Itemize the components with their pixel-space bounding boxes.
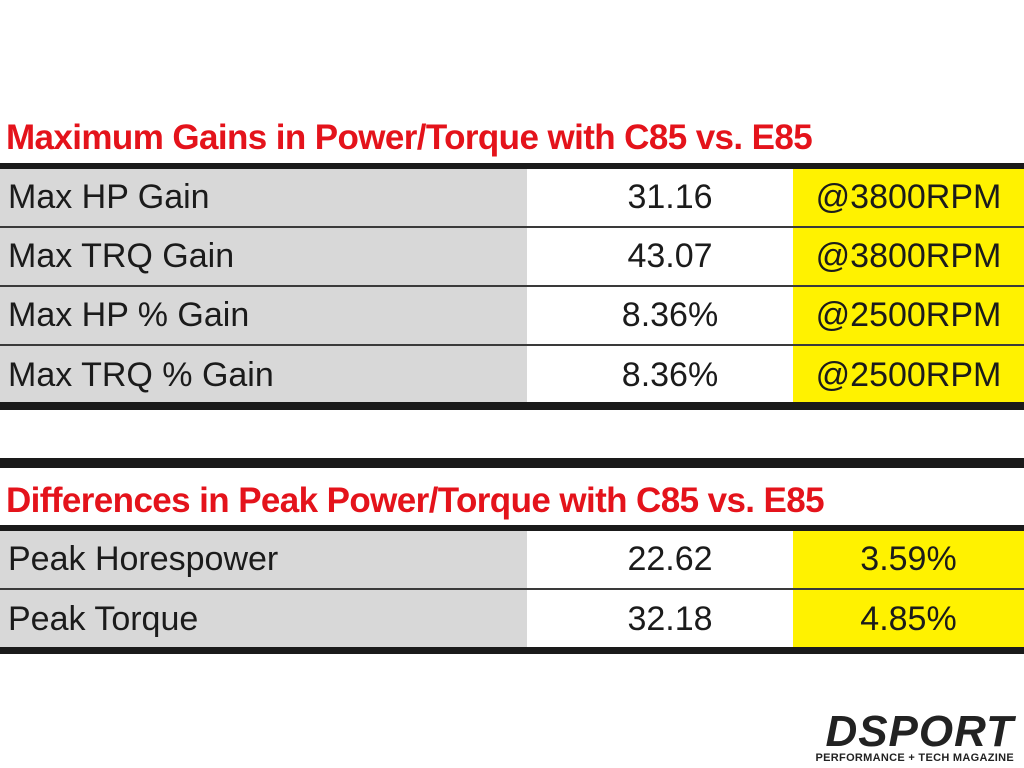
table-bottom-rule [0, 402, 1024, 410]
table-row: Peak Torque 32.18 4.85% [0, 590, 1024, 649]
table-top-rule [0, 163, 1024, 169]
table-title-rule [0, 525, 1024, 531]
table-bottom-rule [0, 647, 1024, 654]
dsport-logo: DSPORT PERFORMANCE + TECH MAGAZINE [815, 707, 1014, 765]
row-label: Peak Horespower [0, 531, 527, 588]
row-label: Max TRQ Gain [0, 228, 527, 285]
row-value: 32.18 [527, 590, 793, 649]
logo-tagline: PERFORMANCE + TECH MAGAZINE [815, 752, 1014, 764]
table-row: Max TRQ % Gain 8.36% @2500RPM [0, 346, 1024, 405]
row-label: Peak Torque [0, 590, 527, 649]
peak-differences-title: Differences in Peak Power/Torque with C8… [6, 481, 825, 520]
row-value: 43.07 [527, 228, 793, 285]
row-percent: 4.85% [793, 590, 1024, 649]
row-label: Max HP Gain [0, 169, 527, 226]
table-row: Max HP Gain 31.16 @3800RPM [0, 169, 1024, 228]
row-label: Max HP % Gain [0, 287, 527, 344]
table-row: Peak Horespower 22.62 3.59% [0, 531, 1024, 590]
row-label: Max TRQ % Gain [0, 346, 527, 405]
max-gains-title: Maximum Gains in Power/Torque with C85 v… [6, 118, 813, 157]
row-value: 31.16 [527, 169, 793, 226]
row-value: 8.36% [527, 287, 793, 344]
row-value: 22.62 [527, 531, 793, 588]
row-rpm: @3800RPM [793, 228, 1024, 285]
table-top-bar [0, 458, 1024, 468]
row-rpm: @3800RPM [793, 169, 1024, 226]
table-row: Max HP % Gain 8.36% @2500RPM [0, 287, 1024, 346]
table-row: Max TRQ Gain 43.07 @3800RPM [0, 228, 1024, 287]
row-value: 8.36% [527, 346, 793, 405]
logo-wordmark: DSPORT [825, 707, 1014, 756]
row-rpm: @2500RPM [793, 287, 1024, 344]
row-percent: 3.59% [793, 531, 1024, 588]
row-rpm: @2500RPM [793, 346, 1024, 405]
